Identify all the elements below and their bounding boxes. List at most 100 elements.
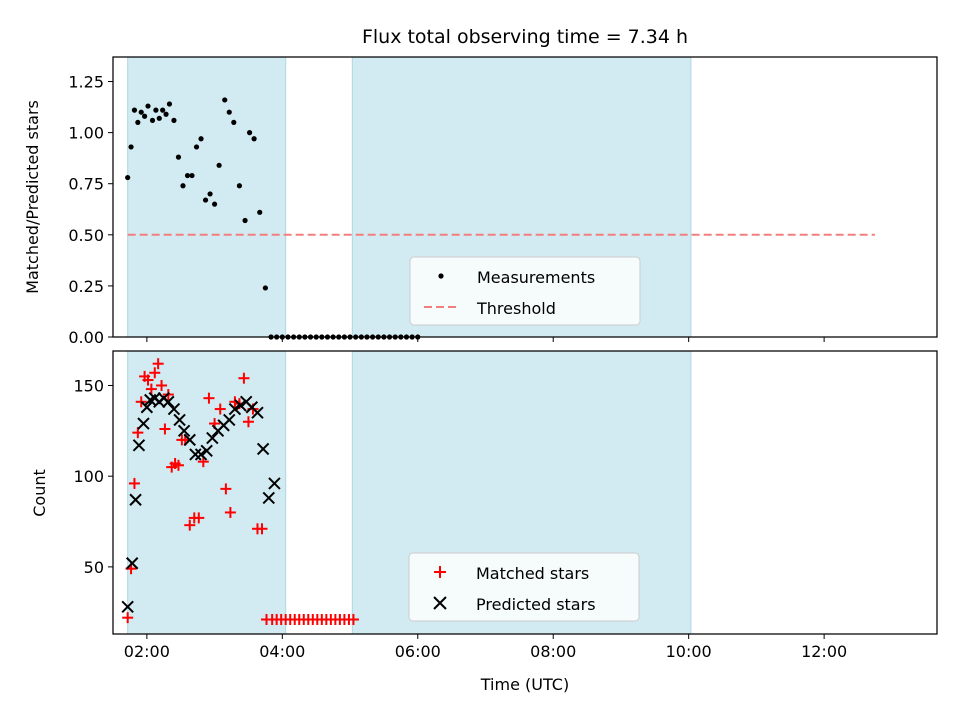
measurement-point-5: [142, 113, 148, 119]
top-legend: Measurements Threshold: [409, 256, 641, 326]
matched-point-6: [142, 374, 154, 386]
matched-point-29: [238, 372, 250, 384]
measurement-point-21: [207, 191, 213, 197]
matched-point-0: [122, 612, 134, 624]
measurement-point-27: [236, 183, 243, 189]
legend-predicted-label: Predicted stars: [476, 595, 596, 614]
predicted-point-4: [137, 417, 150, 430]
top-y-tick-label-5: 1.25: [68, 73, 104, 92]
measurement-point-4: [138, 109, 144, 115]
matched-point-33: [256, 523, 268, 535]
matched-point-20: [193, 512, 205, 524]
top-y-tick-label-0: 0.00: [68, 328, 104, 347]
measurement-point-11: [163, 111, 169, 117]
measurement-point-3: [135, 119, 141, 126]
measurement-point-32: [262, 285, 268, 291]
x-tick-label-0: 02:00: [124, 642, 170, 661]
matched-point-3: [132, 427, 144, 439]
measurement-point-16: [184, 172, 191, 179]
predicted-point-18: [206, 431, 219, 445]
bottom-panel: 02:00 04:00 06:00 08:00 10:00 12:00 50100150 …: [30, 350, 938, 694]
predicted-point-2: [129, 493, 142, 506]
matched-point-24: [214, 403, 226, 415]
measurement-point-12: [166, 101, 173, 107]
matched-point-10: [156, 379, 168, 391]
measurement-point-13: [171, 117, 177, 123]
predicted-point-0: [121, 600, 134, 613]
matched-point-15: [172, 459, 184, 471]
measurement-point-31: [257, 209, 263, 215]
bot-y-tick-label-1: 100: [73, 467, 104, 486]
predicted-point-1: [125, 557, 139, 570]
measurement-point-7: [149, 117, 156, 123]
top-y-axis-label: Matched/Predicted stars: [23, 100, 42, 294]
measurement-point-1: [128, 144, 134, 150]
predicted-point-14: [183, 433, 196, 447]
matched-point-2: [128, 477, 140, 489]
matched-point-11: [159, 423, 171, 435]
matched-point-30: [242, 416, 254, 428]
top-y-tick-label-2: 0.50: [68, 226, 104, 245]
matched-point-26: [224, 506, 236, 518]
predicted-point-21: [223, 413, 236, 427]
measurement-point-10: [160, 107, 166, 113]
top-panel: 0.00 0.25 0.50 0.75 1.00 1.25 Flux total obse…: [23, 26, 938, 347]
measurement-point-23: [216, 162, 222, 168]
bottom-legend: Matched stars Predicted stars: [408, 552, 640, 622]
measurement-point-8: [153, 107, 159, 113]
chart-title: Flux total observing time = 7.34 h: [362, 26, 688, 48]
x-tick-label-2: 06:00: [395, 642, 441, 661]
predicted-point-3: [132, 439, 146, 452]
predicted-point-16: [194, 448, 208, 461]
bottom-y-axis-label: Count: [30, 469, 49, 517]
measurement-point-22: [211, 201, 218, 207]
legend-threshold-label: Threshold: [476, 299, 556, 318]
matched-point-53: [347, 613, 359, 625]
measurement-point-6: [145, 103, 151, 109]
measurement-point-9: [156, 115, 162, 121]
top-y-tick-label-1: 0.25: [68, 277, 104, 296]
legend-matched-label: Matched stars: [476, 564, 589, 583]
measurement-point-30: [251, 136, 257, 142]
predicted-point-13: [177, 424, 191, 438]
predicted-point-26: [251, 406, 264, 419]
predicted-point-15: [189, 448, 202, 461]
measurement-point-20: [202, 197, 209, 203]
measurement-point-19: [198, 136, 204, 142]
measurement-point-17: [189, 172, 195, 179]
x-axis-label: Time (UTC): [480, 675, 569, 694]
legend-measurements-label: Measurements: [477, 268, 595, 287]
x-tick-label-4: 10:00: [666, 642, 712, 661]
measurement-point-26: [231, 119, 237, 126]
x-tick-label-3: 08:00: [530, 642, 576, 661]
measurement-point-14: [175, 154, 182, 160]
matched-point-22: [203, 392, 215, 404]
bot-y-tick-label-2: 150: [73, 376, 104, 395]
matched-point-9: [152, 358, 164, 370]
top-y-tick-label-3: 0.75: [68, 175, 104, 194]
predicted-point-28: [262, 491, 275, 505]
matched-point-4: [135, 396, 147, 408]
predicted-point-11: [167, 402, 181, 416]
measurement-point-24: [222, 97, 228, 103]
legend-predicted-marker: [433, 596, 447, 610]
predicted-point-27: [256, 442, 270, 456]
matched-point-8: [149, 367, 161, 379]
measurement-point-28: [242, 217, 248, 224]
predicted-point-10: [162, 395, 175, 409]
predicted-point-23: [234, 399, 247, 412]
matched-point-18: [184, 519, 196, 531]
x-tick-label-5: 12:00: [801, 642, 847, 661]
predicted-point-22: [228, 402, 242, 416]
bottom-axes-frame: [112, 350, 938, 635]
measurement-point-25: [226, 109, 232, 115]
matched-point-25: [220, 483, 232, 495]
x-tick-label-1: 04:00: [259, 642, 305, 661]
top-axes-frame: [112, 56, 938, 338]
predicted-point-17: [200, 444, 213, 457]
measurement-point-2: [131, 107, 138, 113]
measurement-point-0: [125, 174, 131, 181]
matched-point-7: [145, 383, 157, 395]
